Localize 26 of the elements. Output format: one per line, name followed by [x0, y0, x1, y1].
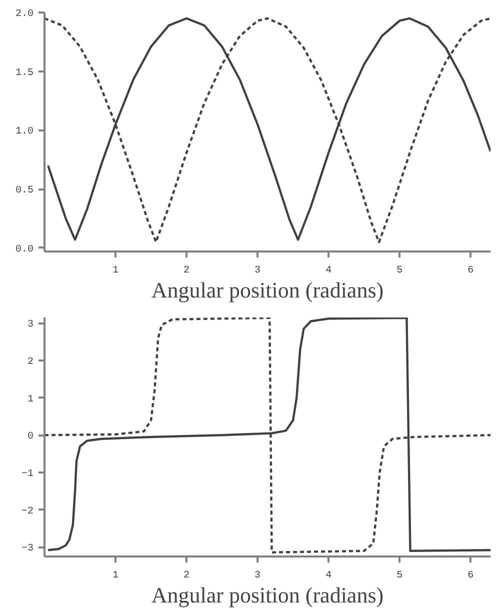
x-axis-title: Angular position (radians) [151, 582, 384, 608]
y-tick-label: 1.5 [15, 68, 34, 79]
x-tick-label: 2 [184, 570, 190, 582]
y-tick-label: 3 [28, 320, 34, 331]
x-axis-title: Angular position (radians) [151, 278, 384, 302]
x-tick-label: 1 [112, 570, 119, 582]
y-tick-label: 1 [28, 394, 34, 406]
x-tick-label: 4 [326, 570, 332, 582]
y-tick-label: 1.0 [15, 126, 34, 138]
x-tick-label: 3 [254, 266, 261, 276]
x-tick-label: 4 [326, 266, 332, 276]
y-tick-label: −2 [22, 506, 34, 518]
y-tick-label: 0.5 [15, 186, 34, 197]
x-tick-label: 3 [254, 570, 261, 582]
x-tick-label: 2 [184, 266, 190, 276]
y-tick-label: 0.0 [15, 244, 34, 256]
x-tick-label: 1 [112, 266, 119, 276]
y-tick-label: 2 [28, 356, 34, 368]
x-tick-label: 6 [468, 266, 474, 276]
x-tick-label: 5 [396, 570, 403, 582]
y-tick-label: −1 [22, 468, 34, 480]
y-tick-label: 2.0 [15, 9, 34, 20]
y-tick-label: −3 [22, 544, 34, 555]
y-tick-label: 0 [28, 432, 34, 443]
x-tick-label: 6 [468, 570, 474, 582]
x-tick-label: 5 [396, 266, 403, 276]
